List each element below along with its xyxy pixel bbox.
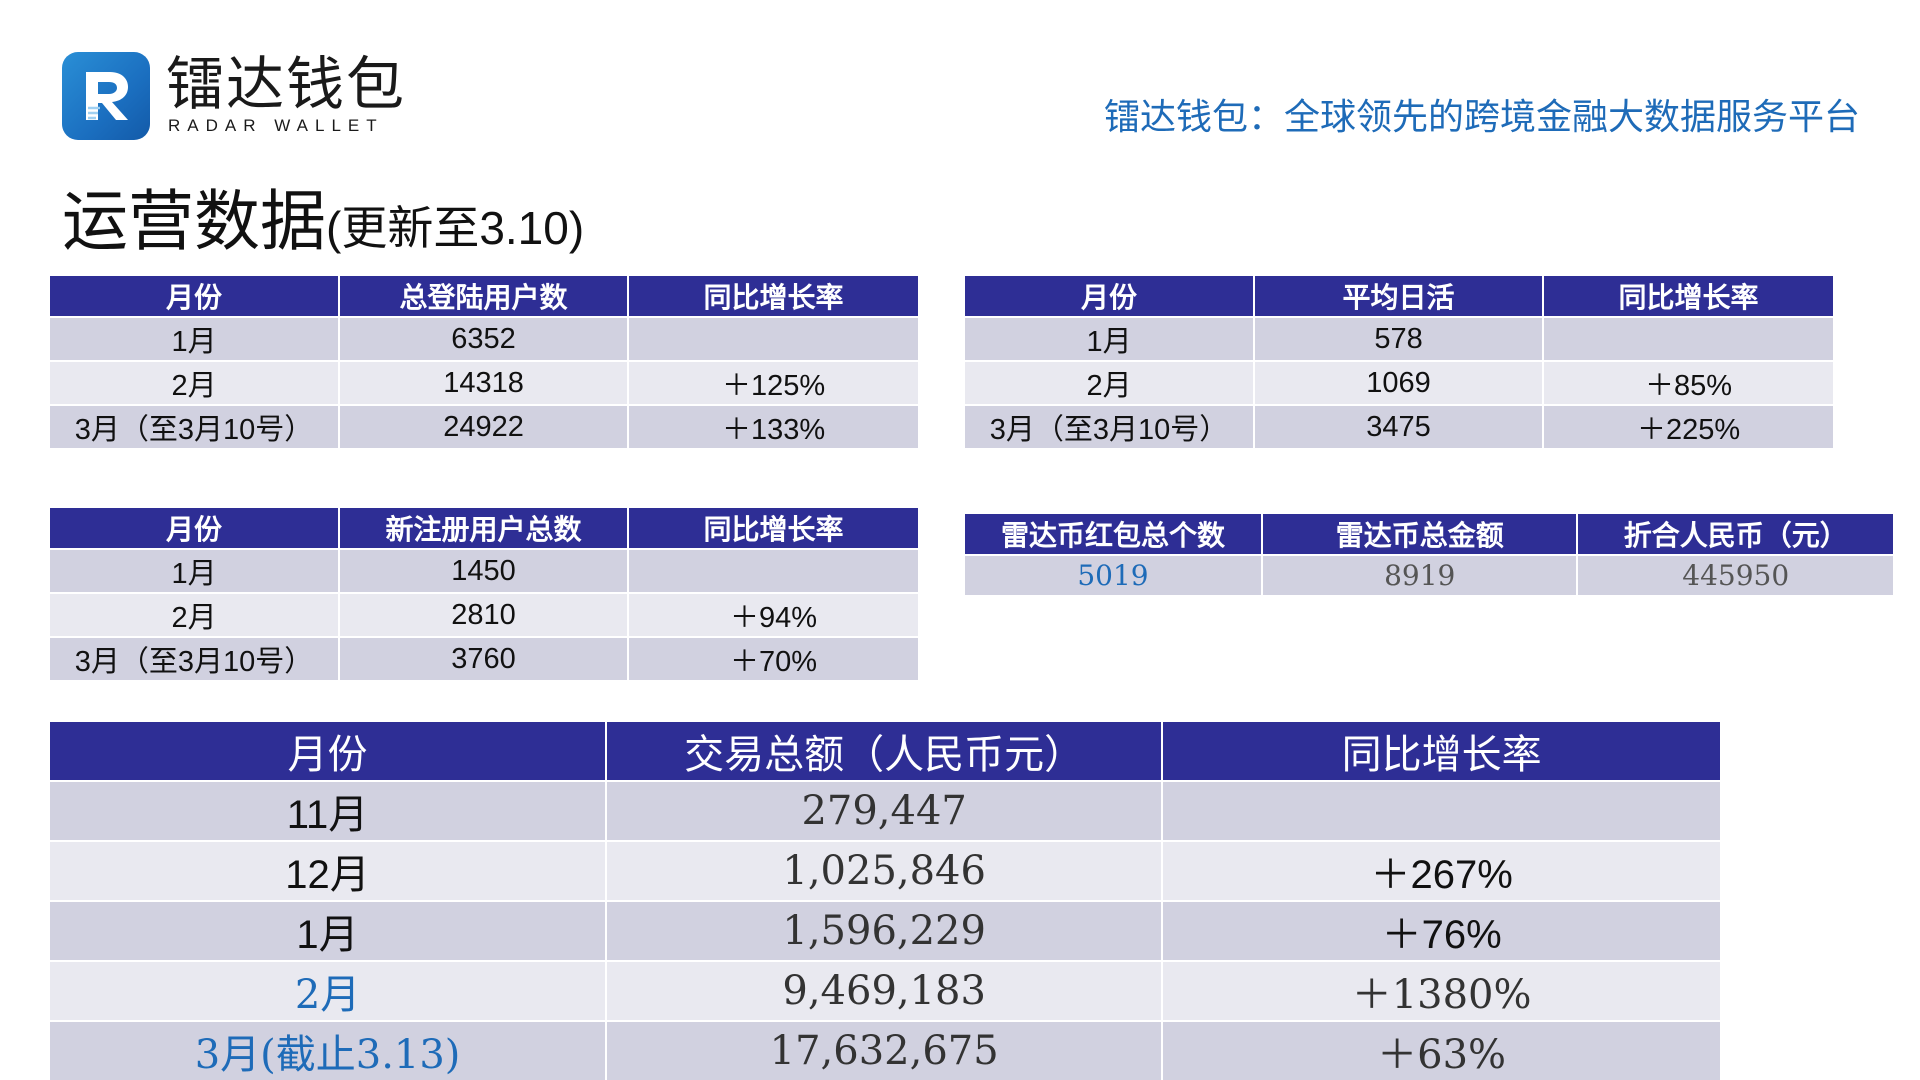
cell-month: 3月（至3月10号） <box>50 636 341 680</box>
cell-value: 24922 <box>339 404 630 448</box>
table-row: 1月 1450 <box>50 548 918 593</box>
cell-value: 578 <box>1254 316 1545 361</box>
cell-growth: ＋267% <box>1162 840 1720 901</box>
table-row: 3月(截止3.13) 17,632,675 ＋63% <box>50 1020 1720 1080</box>
column-header-total-login-users: 总登陆用户数 <box>339 276 630 317</box>
table-row: 5019 8919 445950 <box>965 554 1893 595</box>
cell-growth: ＋133% <box>628 404 918 448</box>
cell-growth: ＋85% <box>1543 360 1833 405</box>
column-header-growth-rate: 同比增长率 <box>628 276 918 317</box>
average-daily-active-table: 月份 平均日活 同比增长率 1月 578 2月 1069 ＋85% 3月（至3月… <box>965 276 1833 448</box>
column-header-month: 月份 <box>50 276 341 317</box>
cell-month: 2月 <box>50 960 608 1021</box>
cell-growth: ＋63% <box>1162 1020 1720 1080</box>
radar-wallet-logo <box>62 52 150 140</box>
column-header-month: 月份 <box>50 722 608 781</box>
cell-month: 1月 <box>50 548 341 593</box>
column-header-transaction-total: 交易总额（人民币元） <box>606 722 1164 781</box>
table-row: 1月 1,596,229 ＋76% <box>50 900 1720 961</box>
cell-value: 2810 <box>339 592 630 637</box>
cell-month: 1月 <box>965 316 1256 361</box>
cell-value: 9,469,183 <box>606 960 1164 1021</box>
table-row: 3月（至3月10号） 3475 ＋225% <box>965 404 1833 448</box>
cell-value: 279,447 <box>606 780 1164 841</box>
cell-month: 11月 <box>50 780 608 841</box>
cell-growth <box>628 548 918 593</box>
cell-rmb-equivalent: 445950 <box>1577 554 1893 595</box>
cell-value: 3475 <box>1254 404 1545 448</box>
table-row: 1月 578 <box>965 316 1833 361</box>
cell-value: 1,025,846 <box>606 840 1164 901</box>
brand-name-en: RADAR WALLET <box>168 116 384 135</box>
cell-growth <box>628 316 918 361</box>
cell-month: 12月 <box>50 840 608 901</box>
logo-r-icon <box>86 72 128 120</box>
column-header-month: 月份 <box>50 508 341 549</box>
cell-month: 2月 <box>965 360 1256 405</box>
cell-growth: ＋125% <box>628 360 918 405</box>
new-registered-users-table: 月份 新注册用户总数 同比增长率 1月 1450 2月 2810 ＋94% 3月… <box>50 508 918 680</box>
cell-value: 1450 <box>339 548 630 593</box>
cell-growth: ＋225% <box>1543 404 1833 448</box>
table-row: 3月（至3月10号） 24922 ＋133% <box>50 404 918 448</box>
cell-growth: ＋76% <box>1162 900 1720 961</box>
cell-month: 2月 <box>50 360 341 405</box>
cell-value: 3760 <box>339 636 630 680</box>
cell-value: 6352 <box>339 316 630 361</box>
cell-value: 14318 <box>339 360 630 405</box>
cell-value: 17,632,675 <box>606 1020 1164 1080</box>
column-header-total-coin-amount: 雷达币总金额 <box>1261 514 1579 555</box>
total-login-users-table: 月份 总登陆用户数 同比增长率 1月 6352 2月 14318 ＋125% 3… <box>50 276 918 448</box>
cell-value: 1069 <box>1254 360 1545 405</box>
cell-month: 3月(截止3.13) <box>50 1020 608 1080</box>
cell-growth: ＋70% <box>628 636 918 680</box>
transaction-volume-table: 月份 交易总额（人民币元） 同比增长率 11月 279,447 12月 1,02… <box>50 722 1720 1080</box>
column-header-month: 月份 <box>965 276 1256 317</box>
table-row: 3月（至3月10号） 3760 ＋70% <box>50 636 918 680</box>
column-header-growth-rate: 同比增长率 <box>628 508 918 549</box>
cell-total-coin-amount: 8919 <box>1261 554 1579 595</box>
page-title-subtitle: (更新至3.10) <box>326 202 585 254</box>
cell-month: 3月（至3月10号） <box>965 404 1256 448</box>
cell-growth: ＋1380% <box>1162 960 1720 1021</box>
cell-month: 1月 <box>50 900 608 961</box>
column-header-new-registered-users: 新注册用户总数 <box>339 508 630 549</box>
cell-red-packet-count: 5019 <box>965 554 1263 595</box>
page-title: 运营数据(更新至3.10) <box>62 182 584 268</box>
table-row: 2月 14318 ＋125% <box>50 360 918 405</box>
cell-growth: ＋94% <box>628 592 918 637</box>
column-header-red-packet-count: 雷达币红包总个数 <box>965 514 1263 555</box>
table-row: 2月 2810 ＋94% <box>50 592 918 637</box>
table-row: 2月 9,469,183 ＋1380% <box>50 960 1720 1021</box>
table-row: 1月 6352 <box>50 316 918 361</box>
column-header-growth-rate: 同比增长率 <box>1543 276 1833 317</box>
cell-value: 1,596,229 <box>606 900 1164 961</box>
brand-tagline: 镭达钱包：全球领先的跨境金融大数据服务平台 <box>1103 97 1860 138</box>
column-header-rmb-equivalent: 折合人民币（元） <box>1577 514 1893 555</box>
cell-growth <box>1543 316 1833 361</box>
cell-growth <box>1162 780 1720 841</box>
cell-month: 1月 <box>50 316 341 361</box>
table-row: 11月 279,447 <box>50 780 1720 841</box>
radar-coin-red-packet-table: 雷达币红包总个数 雷达币总金额 折合人民币（元） 5019 8919 44595… <box>965 514 1893 595</box>
column-header-average-dau: 平均日活 <box>1254 276 1545 317</box>
cell-month: 3月（至3月10号） <box>50 404 341 448</box>
brand-name-cn: 镭达钱包 <box>166 50 407 118</box>
page-title-main: 运营数据 <box>62 183 326 260</box>
table-row: 2月 1069 ＋85% <box>965 360 1833 405</box>
column-header-growth-rate: 同比增长率 <box>1162 722 1720 781</box>
cell-month: 2月 <box>50 592 341 637</box>
table-row: 12月 1,025,846 ＋267% <box>50 840 1720 901</box>
